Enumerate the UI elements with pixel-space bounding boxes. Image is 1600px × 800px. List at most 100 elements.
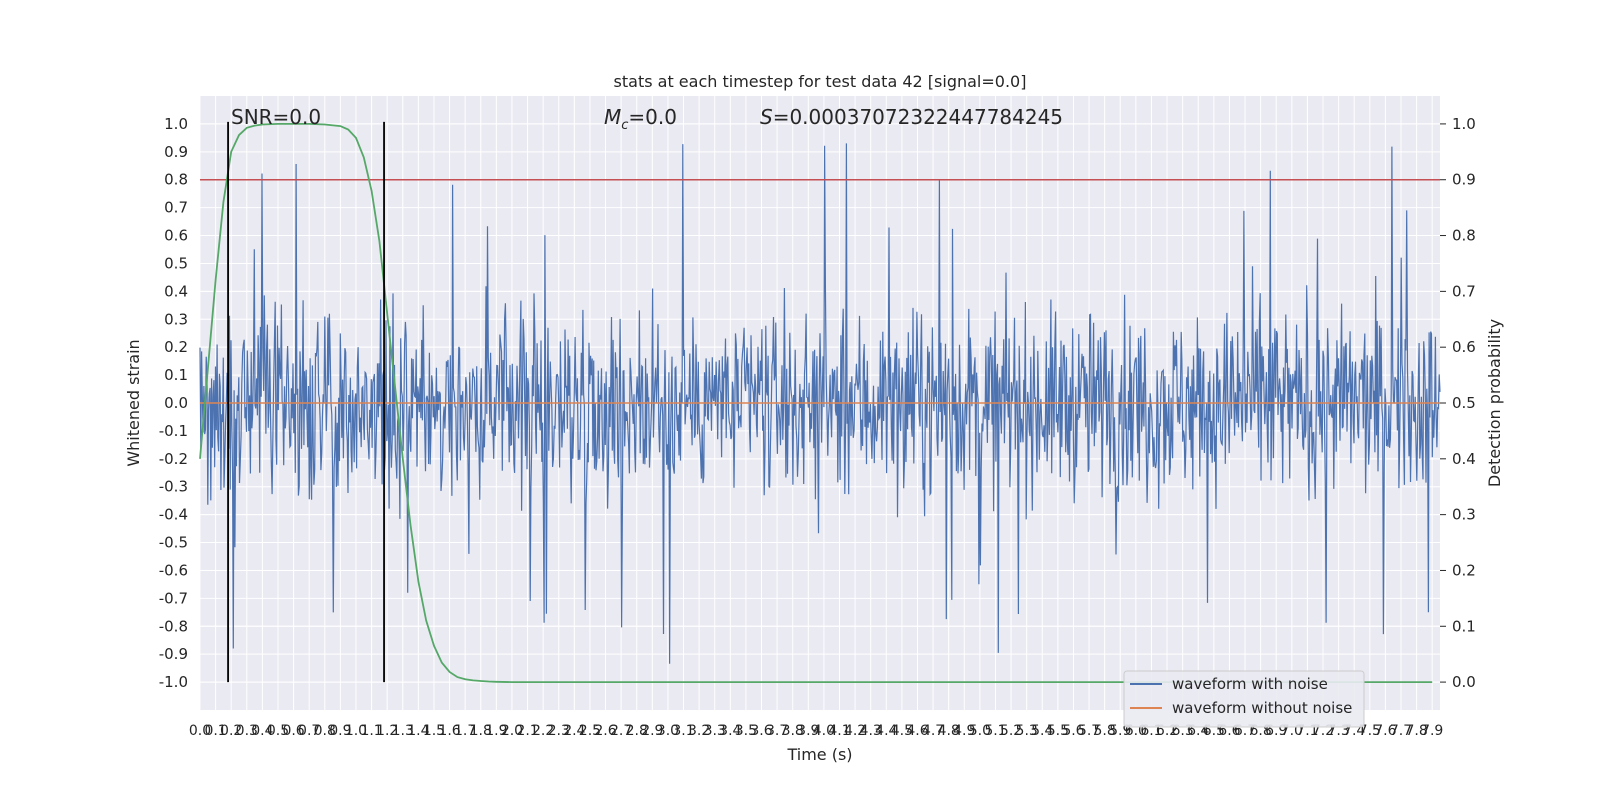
y2-tick-label: 0.2 (1452, 561, 1476, 579)
x-tick-label: 1.3 (392, 723, 414, 739)
x-tick-label: 0.7 (298, 723, 320, 739)
noise-series-group (199, 143, 1441, 664)
x-tick-label: 1.9 (485, 723, 507, 739)
y-tick-label: -0.4 (159, 506, 188, 524)
x-tick-label: 0.9 (329, 723, 351, 739)
x-tick-label: 2.3 (548, 723, 570, 739)
x-tick-label: 5.5 (1047, 723, 1069, 739)
y-tick-label: -0.1 (159, 422, 188, 440)
mc-value: =0.0 (628, 105, 677, 129)
x-tick-label: 3.7 (766, 723, 788, 739)
x-tick-label: 1.1 (360, 723, 382, 739)
y2-tick-label: 0.7 (1452, 282, 1476, 300)
y-tick-label: -0.3 (159, 478, 188, 496)
x-tick-label: 5.4 (1031, 723, 1053, 739)
x-tick-label: 4.9 (953, 723, 975, 739)
x-tick-label: 3.2 (688, 723, 710, 739)
x-tick-label: 3.9 (797, 723, 819, 739)
y-tick-label: 0.3 (164, 310, 188, 328)
y-tick-label: 0.4 (164, 282, 188, 300)
y-tick-label: -0.6 (159, 561, 188, 579)
x-tick-label: 5.1 (984, 723, 1006, 739)
y2-tick-labels: 1.0 0.9 0.8 0.7 0.6 0.5 0.4 0.3 0.2 0.1 0.0 (1440, 115, 1476, 691)
x-tick-label: 7.8 (1405, 723, 1427, 739)
x-tick-label: 2.4 (563, 723, 585, 739)
x-tick-label: 2.5 (579, 723, 601, 739)
x-tick-label: 5.8 (1094, 723, 1116, 739)
x-tick-label: 3.4 (719, 723, 741, 739)
y2-tick-label: 0.0 (1452, 673, 1476, 691)
x-tick-label: 5.3 (1016, 723, 1038, 739)
x-tick-label: 0.2 (220, 723, 242, 739)
y-tick-label: 0.8 (164, 171, 188, 189)
x-tick-label: 4.8 (938, 723, 960, 739)
x-tick-label: 2.1 (516, 723, 538, 739)
waveform-with-noise-line (199, 143, 1441, 664)
x-axis-label: Time (s) (786, 745, 852, 764)
y-tick-labels: 1.0 0.9 0.8 0.7 0.6 0.5 0.4 0.3 0.2 0.1 0.0 -0.1 -0.… (159, 115, 188, 691)
x-tick-label: 3.6 (750, 723, 772, 739)
y-tick-label: -0.7 (159, 589, 188, 607)
x-tick-label: 2.9 (641, 723, 663, 739)
y-tick-label: 0.5 (164, 254, 188, 272)
vertical-markers (227, 121, 385, 683)
y-tick-label: 0.1 (164, 366, 188, 384)
x-tick-label: 4.2 (844, 723, 866, 739)
x-tick-label: 4.7 (922, 723, 944, 739)
x-tick-label: 5.2 (1000, 723, 1022, 739)
y2-tick-label: 0.8 (1452, 227, 1476, 245)
legend-label-noise: waveform with noise (1172, 675, 1328, 693)
x-tick-label: 7.9 (1421, 723, 1443, 739)
x-tick-label: 4.1 (828, 723, 850, 739)
y2-tick-label: 0.3 (1452, 506, 1476, 524)
x-tick-label: 0.8 (314, 723, 336, 739)
y-tick-label: 0.2 (164, 338, 188, 356)
x-tick-label: 0.6 (282, 723, 304, 739)
x-tick-label: 3.5 (735, 723, 757, 739)
y2-tick-label: 0.1 (1452, 617, 1476, 635)
y-tick-label: 0.9 (164, 143, 188, 161)
x-tick-label: 7.7 (1390, 723, 1412, 739)
s-value: =0.00037072322447784245 (773, 105, 1063, 129)
y-axis-label: Whitened strain (124, 339, 143, 466)
y-tick-label: 1.0 (164, 115, 188, 133)
x-tick-label: 3.0 (657, 723, 679, 739)
y2-tick-label: 0.9 (1452, 171, 1476, 189)
x-tick-label: 4.5 (891, 723, 913, 739)
legend-label-clean: waveform without noise (1172, 699, 1352, 717)
y2-tick-label: 0.4 (1452, 450, 1476, 468)
y-tick-label: 0.7 (164, 199, 188, 217)
s-symbol: S (760, 105, 773, 129)
x-tick-label: 5.7 (1078, 723, 1100, 739)
y-tick-label: -0.5 (159, 534, 188, 552)
y-tick-label: -1.0 (159, 673, 188, 691)
x-tick-label: 7.5 (1359, 723, 1381, 739)
x-tick-label: 0.3 (236, 723, 258, 739)
x-tick-label: 5.6 (1062, 723, 1084, 739)
x-tick-label: 1.6 (438, 723, 460, 739)
y2-tick-label: 1.0 (1452, 115, 1476, 133)
x-tick-label: 3.8 (782, 723, 804, 739)
x-tick-label: 0.4 (251, 723, 273, 739)
y-tick-label: -0.2 (159, 450, 188, 468)
chirp-mass-annotation: Mc=0.0 (604, 105, 677, 133)
x-tick-label: 1.5 (423, 723, 445, 739)
x-tick-label: 7.6 (1374, 723, 1396, 739)
x-tick-label: 2.2 (532, 723, 554, 739)
chart-title: stats at each timestep for test data 42 … (614, 72, 1027, 91)
mc-subscript: c (621, 118, 628, 133)
x-tick-label: 4.4 (875, 723, 897, 739)
x-tick-label: 3.3 (704, 723, 726, 739)
x-tick-label: 0.5 (267, 723, 289, 739)
x-tick-label: 2.7 (610, 723, 632, 739)
x-tick-label: 1.7 (454, 723, 476, 739)
mc-symbol: M (604, 105, 621, 129)
s-annotation: S=0.00037072322447784245 (760, 105, 1063, 129)
y-tick-label: 0.0 (164, 394, 188, 412)
x-tick-label: 1.8 (470, 723, 492, 739)
x-tick-label: 2.8 (626, 723, 648, 739)
y2-tick-label: 0.5 (1452, 394, 1476, 412)
x-tick-label: 0.1 (204, 723, 226, 739)
legend-box (1123, 670, 1365, 728)
